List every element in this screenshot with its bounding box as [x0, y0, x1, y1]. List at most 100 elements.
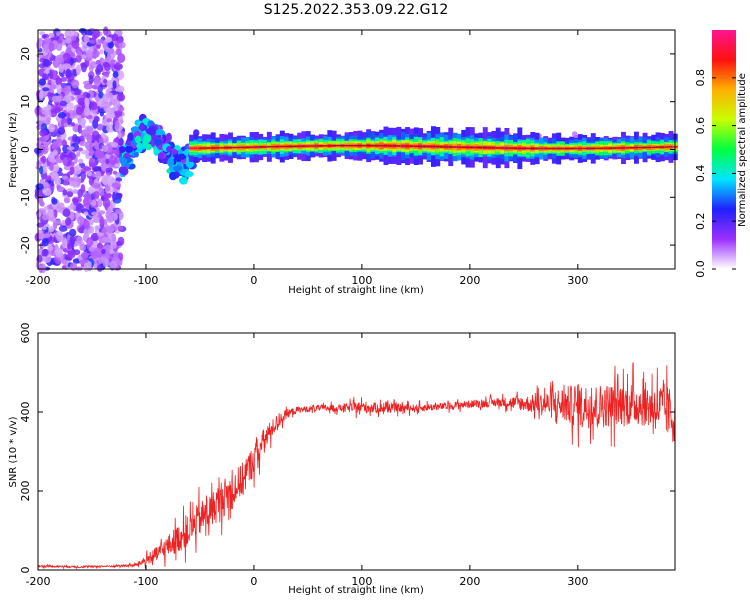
heatmap-cell [61, 219, 67, 226]
heatmap-cell [70, 161, 75, 167]
heatmap-cell [118, 137, 124, 146]
heatmap-cell [41, 91, 48, 96]
heatmap-cell [150, 134, 158, 141]
heatmap-cell [88, 74, 94, 85]
heatmap-cell [56, 84, 62, 95]
heatmap-cell [79, 141, 88, 147]
heatmap-cell [136, 142, 143, 150]
heatmap-cell [98, 137, 104, 144]
heatmap-cell [62, 180, 70, 186]
heatmap-cell [48, 32, 55, 38]
heatmap-cell [107, 41, 114, 49]
heatmap-cell [49, 182, 55, 187]
heatmap-cell [67, 44, 73, 49]
snr-y-tick-label: 600 [19, 323, 32, 344]
heatmap-cell [105, 167, 113, 173]
heatmap-cell [50, 215, 56, 223]
heatmap-cell [117, 236, 125, 246]
heatmap-cell [106, 79, 115, 89]
heatmap-cell [63, 196, 71, 204]
snr-x-tick-label: 300 [567, 575, 588, 588]
heatmap-cell [111, 142, 119, 148]
heatmap-cell [92, 29, 101, 39]
snr-y-tick-label: 400 [19, 402, 32, 423]
heatmap-cell [42, 225, 47, 231]
heatmap-cell [104, 244, 111, 252]
heatmap-cell [47, 208, 54, 218]
heatmap-cell [117, 131, 122, 139]
heatmap-cell [103, 192, 112, 199]
heatmap-cell [55, 77, 63, 86]
heatmap-cell [88, 39, 96, 44]
heatmap-cell [91, 182, 100, 189]
heatmap-cell [40, 155, 47, 164]
heatmap-cell [38, 116, 46, 121]
heatmap-cell [77, 97, 86, 106]
heatmap-cell [57, 112, 67, 119]
heatmap-cell [104, 258, 110, 267]
heatmap-cell [120, 166, 129, 176]
figure-title: S125.2022.353.09.22.G12 [264, 2, 449, 18]
heatmap-cell [104, 237, 113, 243]
heatmap-x-tick-label: 200 [459, 274, 480, 287]
snr-x-tick-label: -200 [26, 575, 51, 588]
heatmap-cell [177, 153, 187, 160]
heatmap-cell [62, 63, 71, 70]
heatmap-cell [56, 177, 61, 186]
colorbar-title: Normalized spectral amplitude [737, 73, 748, 227]
heatmap-cell [39, 129, 48, 137]
heatmap-cell [131, 126, 140, 133]
heatmap-cell [69, 166, 75, 175]
snr-x-axis: -200 -100 0 100 200 300 [26, 333, 588, 588]
heatmap-cell [102, 198, 111, 208]
heatmap-cell [107, 47, 115, 55]
heatmap-cell [157, 152, 165, 160]
heatmap-cell [35, 183, 45, 190]
heatmap-cell [111, 191, 117, 202]
heatmap-cell [36, 124, 42, 130]
heatmap-cell [101, 248, 106, 255]
heatmap-cell [112, 71, 119, 78]
heatmap-cell [66, 191, 74, 198]
heatmap-cell [45, 117, 51, 124]
heatmap-cell [56, 39, 62, 44]
heatmap-cell [110, 107, 119, 112]
heatmap-y-tick-label: -20 [19, 236, 32, 254]
heatmap-cell [48, 226, 55, 233]
heatmap-x-tick-label: -100 [133, 274, 158, 287]
heatmap-cell [65, 68, 72, 79]
heatmap-cell [87, 148, 95, 157]
heatmap-cell [67, 242, 73, 250]
heatmap-cell [116, 70, 125, 81]
heatmap-cell [56, 95, 62, 101]
heatmap-cell [38, 265, 45, 271]
heatmap-cell [103, 102, 111, 113]
heatmap-cell [105, 249, 111, 259]
heatmap-cell [102, 39, 109, 50]
colorbar-tick-label: 0.4 [694, 165, 707, 183]
heatmap-cell [83, 34, 90, 44]
heatmap-cell [47, 153, 55, 163]
heatmap-y-axis-title: Frequency (Hz) [8, 112, 19, 188]
heatmap-cell [116, 93, 126, 102]
heatmap-cell [78, 226, 85, 234]
heatmap-cell [73, 188, 79, 195]
heatmap-cell [65, 217, 72, 226]
heatmap-cell [106, 176, 116, 185]
heatmap-cell [61, 265, 67, 270]
heatmap-cell [42, 248, 49, 257]
heatmap-cell [98, 91, 104, 99]
snr-x-tick-label: 200 [459, 575, 480, 588]
heatmap-cell [112, 148, 120, 156]
heatmap-cell [84, 97, 90, 106]
heatmap-cell [104, 62, 111, 72]
heatmap-cell [94, 158, 99, 166]
heatmap-y-tick-label: 10 [19, 95, 32, 109]
heatmap-cell [167, 158, 175, 167]
heatmap-cell [46, 104, 52, 110]
colorbar-tick-label: 0.8 [694, 69, 707, 87]
heatmap-cell [116, 193, 123, 200]
heatmap-cell [52, 149, 58, 156]
heatmap-cell [108, 154, 118, 165]
heatmap-y-tick-label: -10 [19, 188, 32, 206]
